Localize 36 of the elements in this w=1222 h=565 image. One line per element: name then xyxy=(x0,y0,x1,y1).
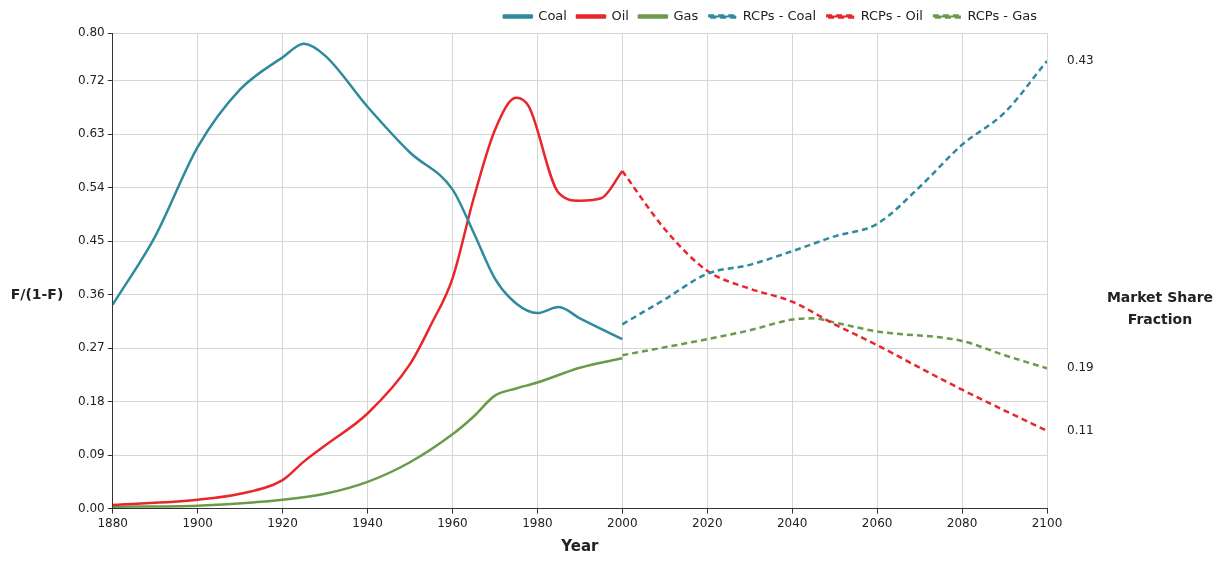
x-tick-label: 1900 xyxy=(182,515,213,530)
y-tick-label: 0.09 xyxy=(78,447,105,462)
y-tick-label: 0.80 xyxy=(78,25,105,40)
x-tick-label: 1980 xyxy=(522,515,553,530)
x-tick-label: 1940 xyxy=(352,515,383,530)
x-tick-label: 2060 xyxy=(861,515,893,530)
y-tick-label: 0.45 xyxy=(78,233,105,248)
legend-label: RCPs - Oil xyxy=(860,7,923,23)
y-tick-label: 0.00 xyxy=(78,500,105,515)
text: 0.19 xyxy=(1067,360,1094,375)
x-tick-label: 1960 xyxy=(437,515,468,530)
text: 0.11 xyxy=(1067,422,1094,437)
text: 0.43 xyxy=(1067,53,1094,68)
y-axis-title: F/(1-F) xyxy=(10,286,64,303)
legend-label: RCPs - Coal xyxy=(742,7,817,23)
x-tick-label: 2040 xyxy=(776,515,808,530)
y-tick-label: 0.54 xyxy=(78,179,105,194)
x-tick-label: 2020 xyxy=(691,515,723,530)
line-series xyxy=(112,42,624,341)
line-series xyxy=(621,59,1047,326)
y-tick-label: 0.72 xyxy=(78,72,105,87)
legend-label: Coal xyxy=(538,7,567,23)
y-tick-label: 0.36 xyxy=(78,286,105,301)
x-tick-label: 2000 xyxy=(607,515,638,530)
x-tick-label: 2080 xyxy=(946,515,978,530)
y-tick-label: 0.27 xyxy=(78,340,105,355)
legend-label: Gas xyxy=(673,7,699,23)
legend-label: Oil xyxy=(611,7,629,23)
legend-label: RCPs - Gas xyxy=(967,7,1038,23)
y-tick-label: 0.18 xyxy=(78,393,105,408)
x-axis-title: Year xyxy=(560,536,600,555)
x-tick-label: 1920 xyxy=(267,515,298,530)
x-tick-label: 1880 xyxy=(97,515,128,530)
y2-axis-title: Market Share Fraction xyxy=(1106,289,1214,328)
y-tick-label: 0.63 xyxy=(78,126,105,141)
x-tick-label: 2100 xyxy=(1031,515,1063,530)
